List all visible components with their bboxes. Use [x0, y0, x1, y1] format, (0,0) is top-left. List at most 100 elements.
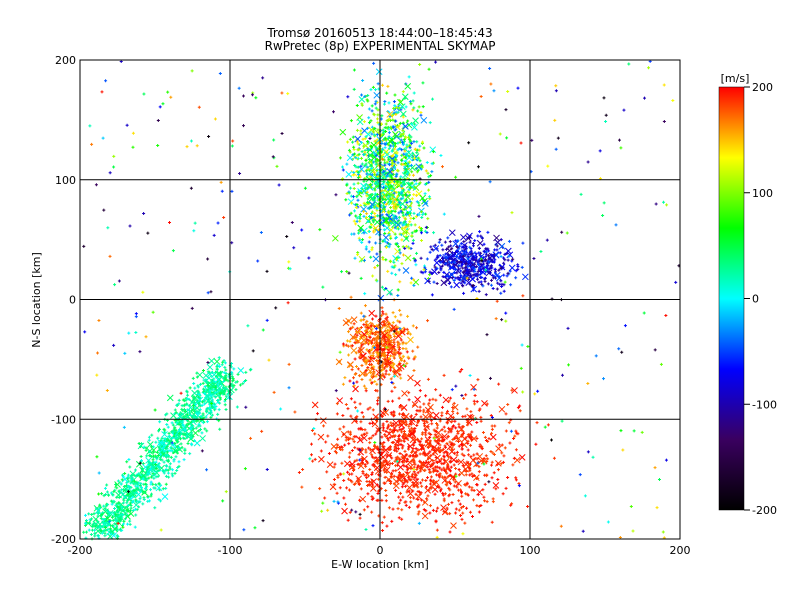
colorbar-tick-label: 0	[752, 293, 759, 306]
scatter-point	[367, 446, 371, 450]
scatter-point	[419, 231, 423, 235]
scatter-point	[435, 282, 439, 286]
scatter-point	[128, 519, 132, 523]
scatter-point	[405, 203, 413, 211]
scatter-point	[359, 495, 367, 503]
scatter-point	[419, 415, 423, 419]
scatter-point	[168, 220, 172, 224]
scatter-point	[316, 412, 320, 416]
scatter-point	[486, 230, 490, 234]
scatter-point	[384, 122, 388, 126]
scatter-point	[206, 291, 210, 295]
scatter-point	[142, 498, 146, 502]
scatter-point	[481, 488, 485, 492]
scatter-point	[343, 443, 347, 447]
scatter-point	[601, 214, 605, 218]
scatter-point	[219, 180, 223, 184]
scatter-point	[340, 270, 344, 274]
scatter-point	[486, 282, 490, 286]
scatter-point	[419, 210, 423, 214]
scatter-point	[455, 450, 459, 454]
scatter-point	[385, 185, 389, 189]
scatter-point	[368, 235, 372, 239]
scatter-point	[405, 143, 409, 147]
colorbar	[719, 87, 744, 510]
scatter-point	[383, 151, 391, 159]
scatter-point	[493, 424, 497, 428]
scatter-point	[507, 239, 511, 243]
scatter-point	[280, 91, 284, 95]
scatter-point	[293, 410, 297, 414]
scatter-point	[442, 396, 450, 404]
scatter-point	[375, 382, 379, 386]
scatter-point	[380, 498, 384, 502]
scatter-point	[332, 477, 336, 481]
scatter-point	[443, 429, 447, 433]
scatter-point	[373, 266, 377, 270]
scatter-point	[425, 257, 429, 261]
scatter-point	[503, 280, 507, 284]
scatter-point	[190, 69, 194, 73]
scatter-point	[495, 445, 502, 452]
scatter-point	[484, 454, 488, 458]
scatter-point	[85, 530, 89, 534]
scatter-point	[498, 132, 502, 136]
scatter-point	[373, 91, 381, 99]
scatter-point	[654, 202, 658, 206]
scatter-point	[361, 415, 365, 419]
scatter-point	[344, 403, 348, 407]
scatter-point	[221, 499, 225, 503]
scatter-point	[418, 389, 422, 393]
scatter-point	[347, 472, 351, 476]
scatter-point	[394, 469, 398, 473]
scatter-point	[407, 505, 411, 509]
scatter-point	[428, 450, 432, 454]
scatter-point	[398, 232, 402, 236]
scatter-point	[554, 147, 558, 151]
colorbar-tick-label: -200	[752, 504, 777, 517]
scatter-point	[504, 319, 508, 323]
scatter-point	[318, 487, 322, 491]
scatter-point	[380, 306, 384, 310]
scatter-point	[324, 440, 328, 444]
scatter-point	[477, 214, 481, 218]
scatter-point	[169, 95, 173, 99]
scatter-point	[265, 269, 269, 273]
scatter-point	[506, 258, 510, 262]
scatter-point	[133, 525, 137, 529]
scatter-point	[400, 430, 404, 434]
scatter-point	[452, 401, 456, 405]
scatter-point	[440, 414, 444, 418]
scatter-point	[365, 153, 369, 157]
scatter-point	[95, 373, 99, 377]
scatter-point	[450, 388, 454, 392]
scatter-point	[455, 453, 459, 457]
x-tick-labels: -200 -100 0 100 200	[68, 544, 691, 557]
scatter-point	[426, 465, 430, 469]
colorbar-tick-label: 200	[752, 81, 773, 94]
scatter-point	[386, 399, 390, 403]
scatter-point	[469, 275, 476, 283]
scatter-point	[209, 290, 213, 294]
scatter-point	[157, 497, 161, 501]
scatter-point	[158, 420, 162, 424]
scatter-point	[430, 293, 434, 297]
scatter-point	[343, 376, 347, 380]
scatter-point	[346, 140, 350, 144]
scatter-point	[350, 368, 354, 372]
scatter-point	[365, 212, 369, 216]
scatter-point	[389, 354, 393, 358]
scatter-point	[372, 61, 376, 65]
scatter-point	[392, 260, 396, 264]
scatter-point	[554, 84, 558, 88]
scatter-point	[397, 396, 401, 400]
scatter-point	[415, 151, 419, 155]
scatter-point	[440, 165, 444, 169]
scatter-point	[383, 146, 387, 150]
scatter-point	[411, 324, 415, 328]
scatter-point	[400, 186, 404, 190]
scatter-point	[488, 180, 492, 184]
scatter-point	[510, 211, 514, 215]
scatter-point	[230, 189, 234, 193]
scatter-point	[432, 231, 436, 235]
